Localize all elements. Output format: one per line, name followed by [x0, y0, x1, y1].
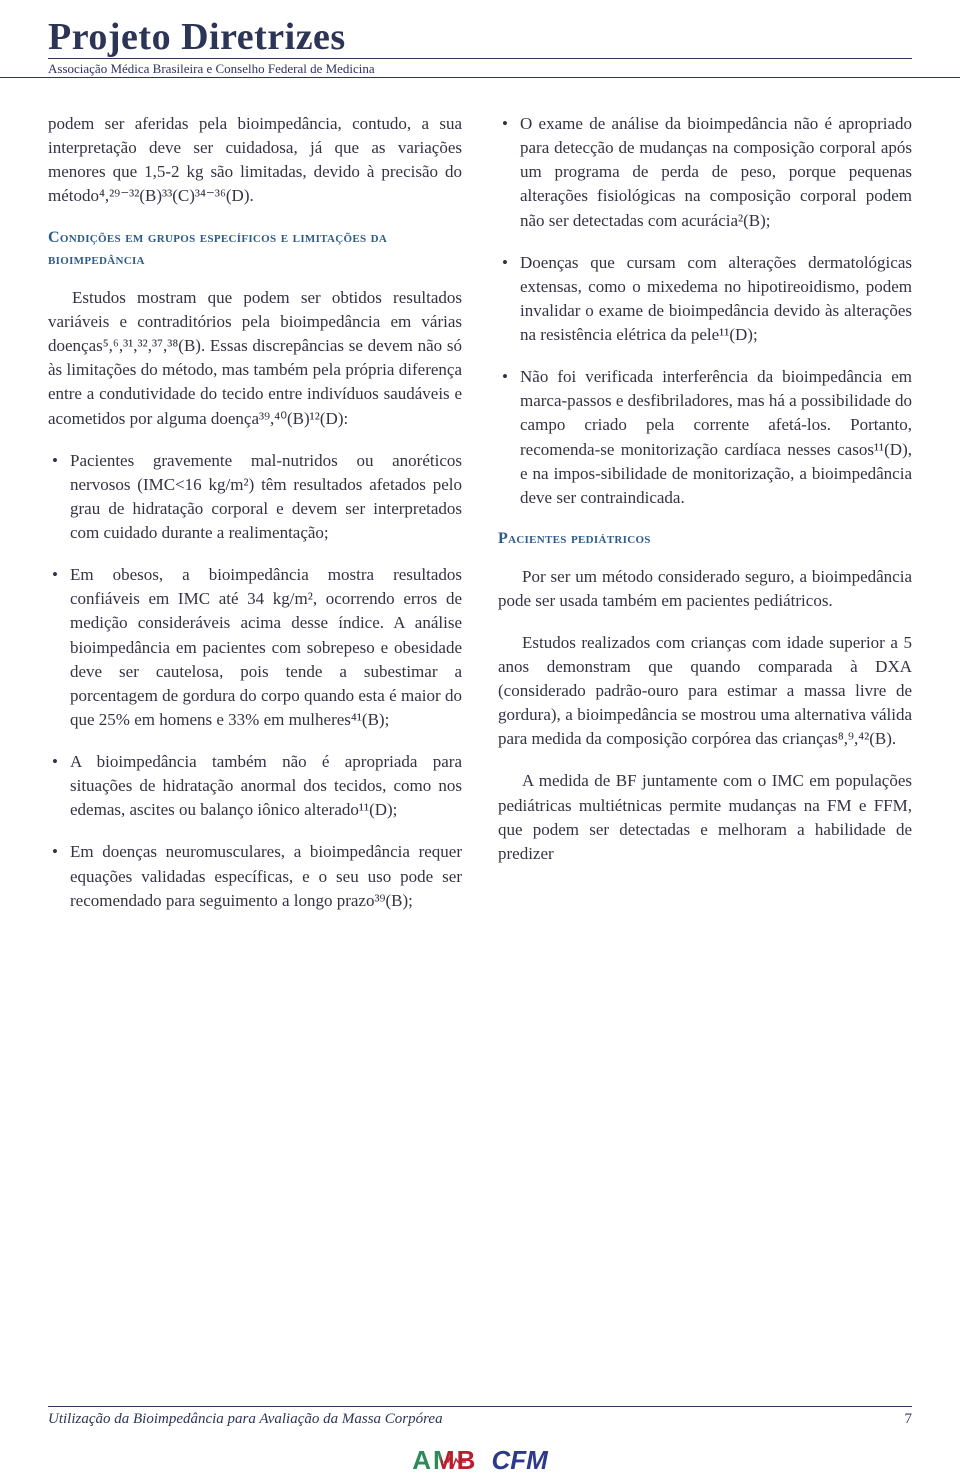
list-item: Em obesos, a bioimpedância mostra result… [48, 563, 462, 732]
paragraph: A medida de BF juntamente com o IMC em p… [498, 769, 912, 866]
heartbeat-icon [444, 1455, 466, 1469]
page-number: 7 [905, 1411, 913, 1428]
logo-strip: AMB CFM [0, 1438, 960, 1482]
paragraph: Estudos mostram que podem ser obtidos re… [48, 286, 462, 431]
list-item: Doenças que cursam com alterações dermat… [498, 251, 912, 348]
header-subtitle: Associação Médica Brasileira e Conselho … [48, 58, 912, 77]
page-header: Projeto Diretrizes Associação Médica Bra… [0, 0, 960, 78]
list-item: Em doenças neuromusculares, a bioimpedân… [48, 840, 462, 912]
list-item: O exame de análise da bioimpedância não … [498, 112, 912, 233]
left-column: podem ser aferidas pela bioimpedância, c… [48, 112, 462, 931]
header-title: Projeto Diretrizes [48, 18, 912, 56]
paragraph: podem ser aferidas pela bioimpedância, c… [48, 112, 462, 209]
amb-logo: AMB [412, 1445, 477, 1476]
list-item: Pacientes gravemente mal-nutridos ou ano… [48, 449, 462, 546]
list-item: A bioimpedância também não é apropriada … [48, 750, 462, 822]
paragraph: Por ser um método considerado seguro, a … [498, 565, 912, 613]
running-title: Utilização da Bioimpedância para Avaliaç… [48, 1411, 443, 1428]
page-footer: Utilização da Bioimpedância para Avaliaç… [48, 1406, 912, 1428]
list-item: Não foi verificada interferência da bioi… [498, 365, 912, 510]
paragraph: Estudos realizados com crianças com idad… [498, 631, 912, 752]
cfm-logo: CFM [491, 1445, 547, 1476]
bullet-list-left: Pacientes gravemente mal-nutridos ou ano… [48, 449, 462, 913]
section-heading-conditions: Condições em grupos específicos e limita… [48, 227, 462, 272]
page-body: podem ser aferidas pela bioimpedância, c… [0, 82, 960, 931]
bullet-list-right: O exame de análise da bioimpedância não … [498, 112, 912, 510]
section-heading-pediatric: Pacientes pediátricos [498, 528, 912, 551]
right-column: O exame de análise da bioimpedância não … [498, 112, 912, 931]
